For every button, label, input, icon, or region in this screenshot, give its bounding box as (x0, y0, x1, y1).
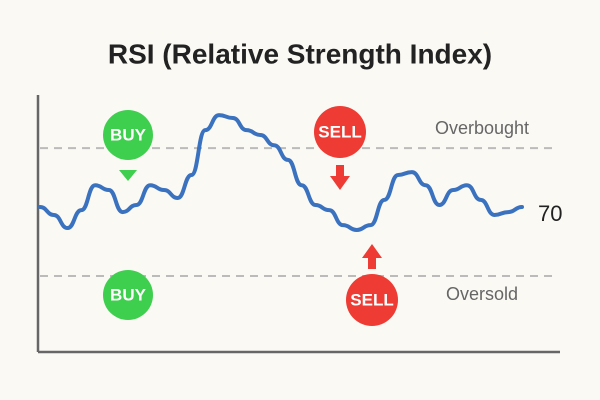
signal-buy: BUY (103, 110, 153, 181)
level-label: Overbought (435, 118, 529, 138)
annotation: 70 (538, 201, 562, 226)
signal-sell: SELL (314, 106, 366, 190)
signal-label: SELL (350, 290, 393, 309)
signal-label: SELL (318, 122, 361, 141)
signal-sell: SELL (346, 244, 398, 326)
chart-title: RSI (Relative Strength Index) (108, 38, 492, 69)
signal-label: BUY (110, 125, 147, 144)
signal-label: BUY (110, 285, 147, 304)
level-label: Oversold (446, 284, 518, 304)
signal-buy: BUY (103, 270, 153, 320)
rsi-line (38, 113, 524, 232)
